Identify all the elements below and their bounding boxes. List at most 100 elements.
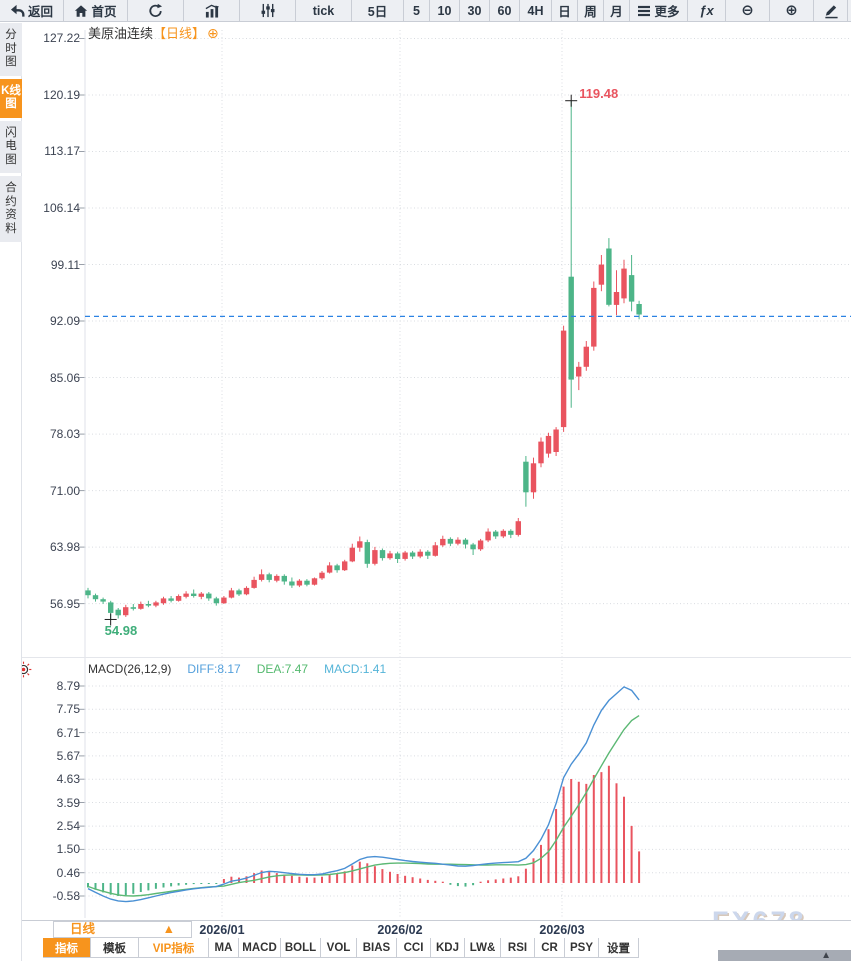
tab-vol[interactable]: VOL: [321, 938, 357, 958]
toolbar-tick-button[interactable]: tick: [296, 0, 352, 21]
sidebar-item[interactable]: 分时图: [0, 23, 22, 76]
tab-macd[interactable]: MACD: [239, 938, 281, 958]
pen-icon: [823, 2, 839, 19]
axis-tick-label: 5.67: [56, 748, 80, 763]
toolbar-bar-chart[interactable]: [184, 0, 240, 21]
axis-tick-label: 92.09: [49, 314, 80, 328]
toolbar-back-label: 返回: [27, 5, 53, 19]
tab-设置[interactable]: 设置: [599, 938, 639, 958]
toolbar-60-button[interactable]: 60: [490, 0, 520, 21]
toolbar-home[interactable]: 首页: [64, 0, 128, 21]
bar-chart-icon: [204, 3, 220, 18]
axis-tick-label: 2.54: [56, 819, 80, 834]
macd-hist-value: MACD:1.41: [324, 662, 387, 676]
cross-marker: [104, 613, 117, 626]
toolbar-60-label: 60: [497, 3, 512, 18]
toolbar-4h-button[interactable]: 4H: [520, 0, 552, 21]
sidebar-item[interactable]: 闪电图: [0, 120, 22, 173]
toolbar-fx-label: ƒx: [699, 3, 714, 18]
toolbar-5d-label: 5日: [367, 5, 388, 19]
toolbar-zoom-in-label: ⊕: [785, 2, 798, 19]
timeline-row: 日线 ▲ 2026/01 2026/02 2026/03: [0, 920, 851, 938]
toolbar-fx[interactable]: ƒx: [688, 0, 726, 21]
period-selector[interactable]: 日线 ▲: [53, 921, 192, 938]
toolbar-more-label: 更多: [654, 5, 680, 19]
sidebar-item[interactable]: 合约资料: [0, 176, 22, 242]
toolbar-draw[interactable]: [814, 0, 848, 21]
up-arrow-icon: ▲: [821, 949, 831, 961]
candles: [85, 100, 642, 620]
tab-cci[interactable]: CCI: [397, 938, 431, 958]
indicator-tabs: 指标 模板 VIP指标 MA MACD BOLL VOL BIAS CCI KDJ LW& RSI CR…: [0, 938, 851, 958]
top-toolbar: 返回 首页 tick 5日 5 10 30 60 4H 日周月 更多 ƒx ⊖ ⊕: [0, 0, 851, 22]
axis-tick-label: 85.06: [49, 370, 80, 385]
toolbar-back[interactable]: 返回: [0, 0, 64, 21]
tab-lw&[interactable]: LW&: [465, 938, 501, 958]
toolbar-zoom-out-label: ⊖: [741, 2, 754, 19]
tab-bias[interactable]: BIAS: [357, 938, 397, 958]
axis-tick-label: 56.95: [49, 596, 80, 611]
axis-tick-label: 78.03: [49, 427, 80, 442]
low-price-label: 54.98: [104, 623, 138, 639]
toolbar-refresh[interactable]: [128, 0, 184, 21]
toolbar-zoom-in[interactable]: ⊕: [770, 0, 814, 21]
period-tag: 【日线】: [153, 26, 206, 41]
tab-vip指标[interactable]: VIP指标: [139, 938, 209, 958]
macd-histogram: [87, 765, 641, 896]
axis-tick-label: 1.50: [56, 842, 80, 857]
chevron-up-icon: ▲: [162, 922, 175, 936]
tab-psy[interactable]: PSY: [565, 938, 599, 958]
axis-tick-label: 71.00: [49, 483, 80, 498]
axis-tick-label: 7.75: [56, 702, 80, 717]
diff-line: [87, 686, 640, 903]
toolbar-30-label: 30: [467, 3, 482, 18]
toolbar-more[interactable]: 更多: [630, 0, 688, 21]
tab-kdj[interactable]: KDJ: [431, 938, 465, 958]
home-icon: [74, 4, 88, 18]
toolbar-month-button[interactable]: 月: [604, 0, 630, 21]
axis-tick-label: 127.22: [43, 31, 80, 46]
left-sidebar: 分时图 K线图 闪电图合约资料: [0, 23, 22, 961]
toolbar-day-label: 日: [558, 5, 571, 19]
sidebar-item-active[interactable]: K线图: [0, 78, 22, 118]
macd-dea-value: DEA:7.47: [256, 662, 309, 676]
tab-ma[interactable]: MA: [209, 938, 239, 958]
axis-tick-label: 6.71: [56, 725, 80, 740]
axis-tick-label: 106.14: [43, 201, 80, 215]
toolbar-5d-button[interactable]: 5日: [352, 0, 404, 21]
tab-rsi[interactable]: RSI: [501, 938, 535, 958]
dea-line: [87, 715, 640, 897]
add-indicator-icon[interactable]: ⊕: [207, 25, 219, 41]
scroll-top-button[interactable]: ▲: [718, 950, 851, 961]
month-label: 2026/01: [199, 923, 245, 937]
toolbar-tick-label: tick: [312, 3, 335, 18]
tab-cr[interactable]: CR: [535, 938, 565, 958]
toolbar-home-label: 首页: [91, 5, 117, 19]
tab-指标[interactable]: 指标: [43, 938, 91, 958]
toolbar-30-button[interactable]: 30: [460, 0, 490, 21]
toolbar-candlestick[interactable]: [240, 0, 296, 21]
toolbar-10-label: 10: [437, 3, 452, 18]
toolbar-5-label: 5: [413, 3, 420, 18]
sliders-icon: [260, 3, 276, 18]
macd-params-label: MACD(26,12,9): [88, 662, 172, 676]
macd-header: MACD(26,12,9) DIFF:8.17 DEA:7.47 MACD:1.…: [88, 662, 386, 676]
macd-diff-value: DIFF:8.17: [187, 662, 241, 676]
menu-icon: [637, 5, 651, 17]
chart-title: 美原油连续【日线】 ⊕: [88, 23, 219, 42]
toolbar-zoom-out[interactable]: ⊖: [726, 0, 770, 21]
tab-boll[interactable]: BOLL: [281, 938, 321, 958]
month-label: 2026/03: [539, 923, 585, 937]
toolbar-day-button[interactable]: 日: [552, 0, 578, 21]
back-icon: [10, 4, 25, 18]
axis-tick-label: 120.19: [43, 88, 80, 102]
axis-tick-label: 4.63: [56, 772, 80, 787]
axis-tick-label: 113.17: [44, 144, 80, 159]
toolbar-week-label: 周: [584, 5, 597, 19]
high-price-label: 119.48: [579, 85, 619, 101]
toolbar-10-button[interactable]: 10: [430, 0, 460, 21]
tab-模板[interactable]: 模板: [91, 938, 139, 958]
toolbar-5-button[interactable]: 5: [404, 0, 430, 21]
axis-tick-label: 0.46: [56, 865, 80, 880]
toolbar-week-button[interactable]: 周: [578, 0, 604, 21]
